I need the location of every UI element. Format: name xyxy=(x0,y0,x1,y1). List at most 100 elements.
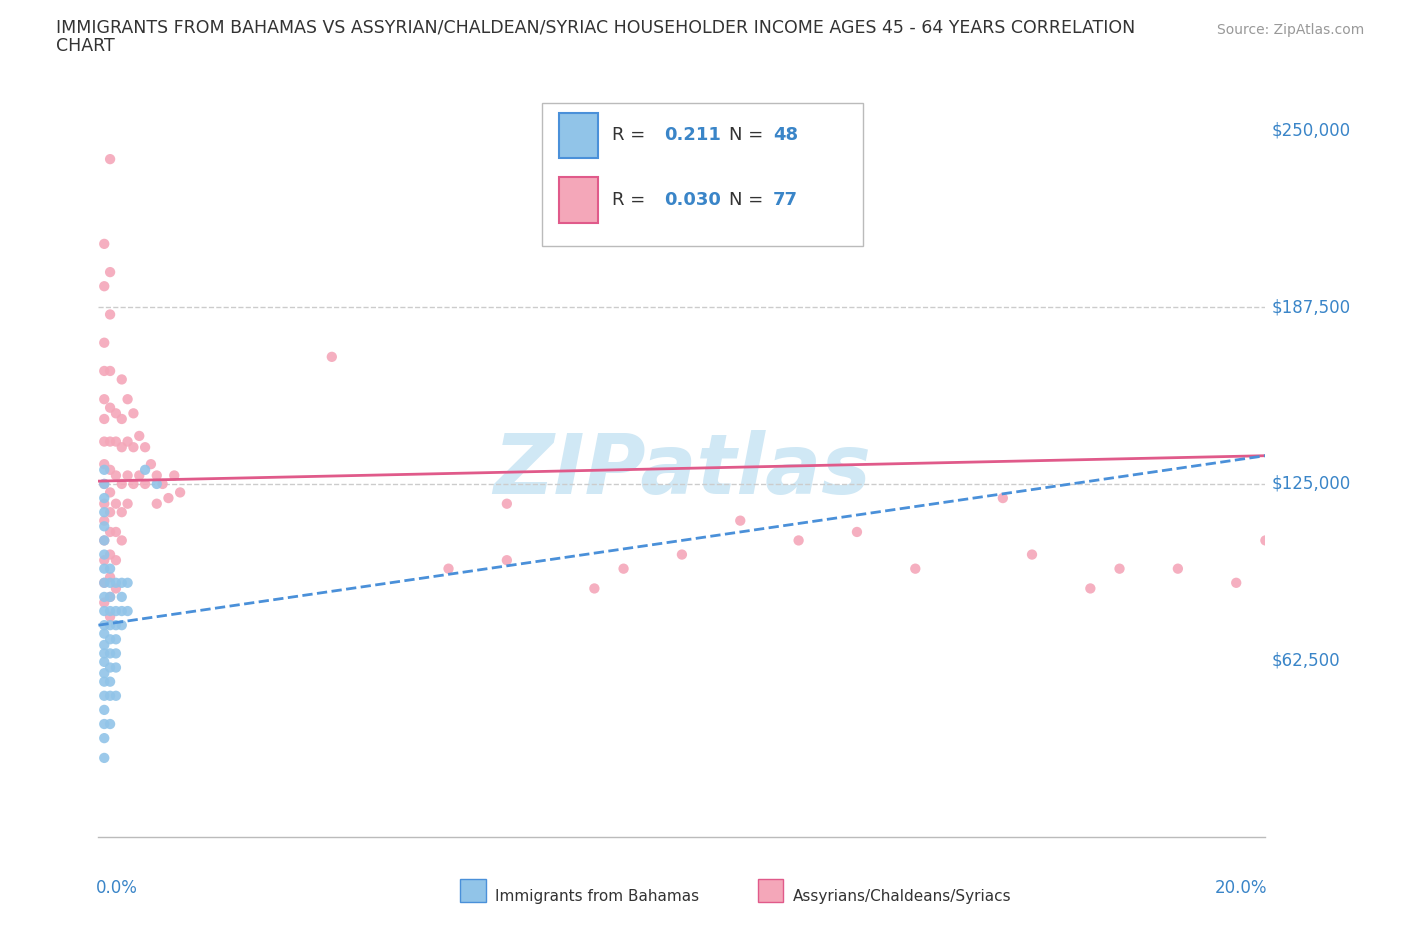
Point xyxy=(1021,547,1043,562)
Point xyxy=(93,655,115,670)
Point xyxy=(98,400,121,415)
Point xyxy=(111,440,134,455)
Point xyxy=(111,372,134,387)
Point xyxy=(93,336,115,351)
Point xyxy=(146,497,169,512)
Point xyxy=(104,688,127,703)
Point xyxy=(93,462,115,477)
Point xyxy=(104,618,127,632)
Point xyxy=(117,604,139,618)
Point xyxy=(93,497,115,512)
Point xyxy=(93,519,115,534)
Point xyxy=(111,618,134,632)
Point xyxy=(846,525,869,539)
Point xyxy=(93,637,115,652)
Point xyxy=(98,576,121,591)
Point xyxy=(98,660,121,675)
Point xyxy=(93,392,115,406)
Point xyxy=(111,576,134,591)
Point xyxy=(98,561,121,576)
Text: $250,000: $250,000 xyxy=(1271,122,1350,140)
Text: ZIPatlas: ZIPatlas xyxy=(494,431,870,512)
Point xyxy=(98,646,121,661)
Text: 48: 48 xyxy=(773,126,799,144)
Point xyxy=(496,552,519,567)
Point xyxy=(787,533,810,548)
Point xyxy=(93,604,115,618)
Point xyxy=(437,561,460,576)
Point xyxy=(1254,533,1277,548)
Point xyxy=(98,609,121,624)
Point xyxy=(93,688,115,703)
Point xyxy=(104,576,127,591)
Point xyxy=(104,525,127,539)
Point xyxy=(496,497,519,512)
Point xyxy=(111,604,134,618)
Point xyxy=(157,491,180,506)
Point xyxy=(93,576,115,591)
Text: 0.030: 0.030 xyxy=(665,192,721,209)
Point xyxy=(93,576,115,591)
Text: Source: ZipAtlas.com: Source: ZipAtlas.com xyxy=(1216,23,1364,37)
Point xyxy=(111,505,134,520)
Point xyxy=(904,561,927,576)
Point xyxy=(146,476,169,491)
Text: 77: 77 xyxy=(773,192,799,209)
Point xyxy=(128,468,150,483)
Point xyxy=(98,590,121,604)
Point xyxy=(991,491,1014,506)
Text: R =: R = xyxy=(612,192,651,209)
Point xyxy=(104,552,127,567)
Bar xyxy=(560,113,598,158)
Point xyxy=(98,462,121,477)
Point xyxy=(98,590,121,604)
Text: $125,000: $125,000 xyxy=(1271,475,1351,493)
Point xyxy=(98,307,121,322)
Point xyxy=(98,152,121,166)
Point xyxy=(98,547,121,562)
Point xyxy=(117,468,139,483)
Point xyxy=(1108,561,1130,576)
Point xyxy=(93,533,115,548)
Point xyxy=(93,279,115,294)
Point xyxy=(134,440,156,455)
Point xyxy=(98,618,121,632)
Point xyxy=(104,581,127,596)
Point xyxy=(122,440,145,455)
Point xyxy=(98,485,121,499)
Text: N =: N = xyxy=(728,126,769,144)
Text: 20.0%: 20.0% xyxy=(1215,879,1268,897)
Point xyxy=(98,434,121,449)
Point xyxy=(98,631,121,646)
Point xyxy=(117,392,139,406)
Point xyxy=(111,533,134,548)
Point xyxy=(93,751,115,765)
Text: $187,500: $187,500 xyxy=(1271,299,1350,316)
Point xyxy=(93,491,115,506)
Point xyxy=(104,405,127,420)
Point xyxy=(163,468,186,483)
Point xyxy=(104,434,127,449)
Point xyxy=(104,646,127,661)
Point xyxy=(93,364,115,379)
Point xyxy=(98,364,121,379)
FancyBboxPatch shape xyxy=(541,102,863,246)
Point xyxy=(98,604,121,618)
Point xyxy=(93,626,115,641)
Point xyxy=(612,561,634,576)
Point xyxy=(117,576,139,591)
Point xyxy=(93,590,115,604)
Point xyxy=(1225,576,1247,591)
Point xyxy=(117,434,139,449)
Point xyxy=(98,525,121,539)
Point xyxy=(98,674,121,689)
Text: 0.0%: 0.0% xyxy=(96,879,138,897)
Point xyxy=(730,513,752,528)
Point xyxy=(93,731,115,746)
Point xyxy=(169,485,191,499)
Point xyxy=(93,476,115,491)
Text: $62,500: $62,500 xyxy=(1271,652,1340,670)
Point xyxy=(98,505,121,520)
Point xyxy=(93,505,115,520)
Point xyxy=(122,405,145,420)
